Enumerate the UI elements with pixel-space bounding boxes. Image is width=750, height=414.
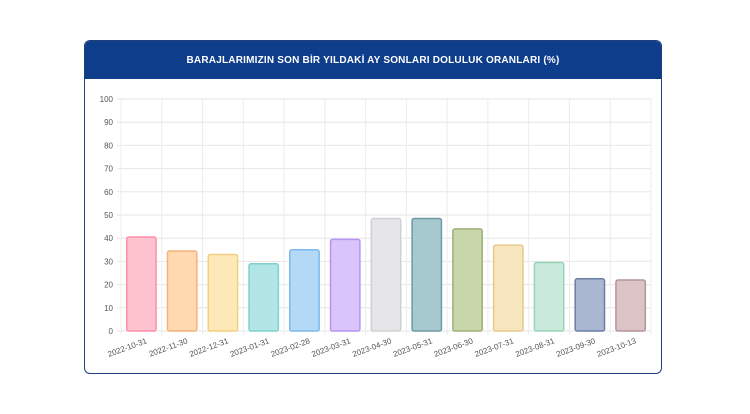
bar bbox=[125, 236, 157, 332]
y-tick-label: 70 bbox=[104, 165, 113, 174]
x-tick-label: 2023-04-30 bbox=[351, 336, 393, 359]
bar bbox=[574, 278, 606, 332]
bar bbox=[248, 262, 280, 332]
bar bbox=[329, 238, 361, 332]
x-tick-label: 2023-08-31 bbox=[514, 336, 556, 359]
y-tick-label: 10 bbox=[104, 304, 113, 313]
bar bbox=[289, 249, 320, 332]
y-tick-label: 40 bbox=[104, 234, 113, 243]
x-tick-label: 2023-10-13 bbox=[596, 336, 638, 359]
x-tick-label: 2023-07-31 bbox=[473, 336, 515, 359]
bar-chart: 0 10 20 30 40 50 60 70 80 90 100 2022-10-31 2022-11-… bbox=[100, 95, 652, 359]
chart-card: BARAJLARIMIZIN SON BİR YILDAKİ AY SONLAR… bbox=[84, 40, 662, 374]
y-tick-label: 20 bbox=[104, 281, 113, 290]
bar bbox=[533, 261, 565, 332]
x-tick-label: 2023-01-31 bbox=[229, 336, 271, 359]
bar bbox=[411, 217, 443, 332]
x-tick-label: 2023-05-31 bbox=[392, 336, 434, 359]
x-tick-label: 2023-09-30 bbox=[555, 336, 597, 359]
y-tick-label: 0 bbox=[109, 327, 114, 336]
bar bbox=[370, 217, 402, 332]
bar bbox=[615, 279, 647, 332]
bar bbox=[166, 250, 198, 332]
chart-title: BARAJLARIMIZIN SON BİR YILDAKİ AY SONLAR… bbox=[85, 41, 661, 79]
y-tick-label: 80 bbox=[104, 141, 113, 150]
bar bbox=[452, 228, 483, 332]
x-tick-label: 2022-10-31 bbox=[107, 336, 149, 359]
y-tick-label: 30 bbox=[104, 257, 113, 266]
x-tick-label: 2023-02-28 bbox=[270, 336, 312, 359]
bar bbox=[207, 253, 239, 332]
x-tick-label: 2022-12-31 bbox=[188, 336, 230, 359]
x-tick-label: 2023-03-31 bbox=[310, 336, 352, 359]
y-tick-label: 100 bbox=[100, 95, 114, 104]
y-tick-label: 60 bbox=[104, 188, 113, 197]
x-tick-label: 2022-11-30 bbox=[148, 336, 189, 358]
y-tick-label: 50 bbox=[104, 211, 113, 220]
chart-area: 0 10 20 30 40 50 60 70 80 90 100 2022-10-31 2022-11-… bbox=[85, 79, 661, 373]
x-tick-label: 2023-06-30 bbox=[433, 336, 475, 359]
bar bbox=[492, 244, 524, 332]
y-tick-label: 90 bbox=[104, 118, 113, 127]
